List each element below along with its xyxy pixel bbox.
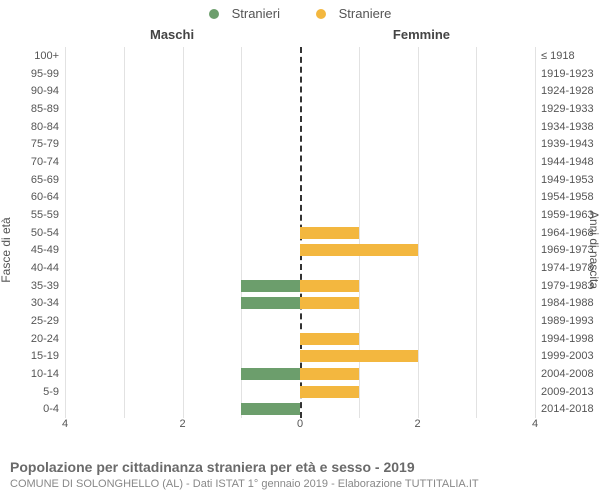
- y-tick-age: 30-34: [31, 297, 59, 309]
- chart-footer: Popolazione per cittadinanza straniera p…: [10, 459, 590, 490]
- female-swatch: [316, 9, 326, 19]
- y-tick-birth: 1934-1938: [541, 121, 594, 133]
- y-tick-birth: ≤ 1918: [541, 50, 575, 62]
- y-tick-birth: 1984-1988: [541, 297, 594, 309]
- gridline: [359, 47, 360, 418]
- y-tick-age: 25-29: [31, 315, 59, 327]
- y-tick-age: 100+: [34, 50, 59, 62]
- y-tick-age: 60-64: [31, 191, 59, 203]
- y-tick-age: 15-19: [31, 350, 59, 362]
- y-tick-birth: 1969-1973: [541, 244, 594, 256]
- y-tick-birth: 1929-1933: [541, 103, 594, 115]
- legend-item-male: Stranieri: [201, 6, 288, 21]
- male-swatch: [209, 9, 219, 19]
- y-tick-birth: 2009-2013: [541, 386, 594, 398]
- x-tick: 4: [62, 418, 68, 430]
- bar-male: [241, 368, 300, 380]
- y-tick-age: 50-54: [31, 227, 59, 239]
- legend-item-female: Straniere: [308, 6, 400, 21]
- y-tick-birth: 1924-1928: [541, 85, 594, 97]
- y-tick-age: 85-89: [31, 103, 59, 115]
- y-tick-birth: 1979-1983: [541, 280, 594, 292]
- gridline: [535, 47, 536, 418]
- x-axis: 4 2 0 2 4: [65, 418, 535, 434]
- y-tick-age: 75-79: [31, 138, 59, 150]
- y-axis-left: 100+ 95-99 90-94 85-89 80-84 75-79 70-74 65-69 6…: [0, 47, 65, 418]
- x-tick: 2: [179, 418, 185, 430]
- y-tick-birth: 1959-1963: [541, 209, 594, 221]
- y-tick-age: 10-14: [31, 368, 59, 380]
- side-title-female: Femmine: [393, 27, 450, 42]
- bar-male: [241, 403, 300, 415]
- bar-female: [300, 350, 418, 362]
- y-tick-age: 90-94: [31, 85, 59, 97]
- y-tick-birth: 1944-1948: [541, 156, 594, 168]
- y-tick-age: 20-24: [31, 333, 59, 345]
- y-tick-age: 65-69: [31, 174, 59, 186]
- bar-female: [300, 297, 359, 309]
- y-tick-age: 55-59: [31, 209, 59, 221]
- y-tick-age: 45-49: [31, 244, 59, 256]
- x-tick: 4: [532, 418, 538, 430]
- chart-subtitle: COMUNE DI SOLONGHELLO (AL) - Dati ISTAT …: [10, 478, 590, 490]
- bar-male: [241, 297, 300, 309]
- y-tick-birth: 1949-1953: [541, 174, 594, 186]
- y-tick-birth: 1989-1993: [541, 315, 594, 327]
- y-axis-right: ≤ 1918 1919-1923 1924-1928 1929-1933 1934-19…: [535, 47, 600, 418]
- x-tick: 0: [297, 418, 303, 430]
- y-tick-birth: 1939-1943: [541, 138, 594, 150]
- bar-female: [300, 280, 359, 292]
- population-pyramid-chart: Stranieri Straniere Maschi Femmine Fasce…: [0, 0, 600, 500]
- gridline: [183, 47, 184, 418]
- plot-area: [65, 47, 535, 418]
- y-tick-age: 95-99: [31, 68, 59, 80]
- y-tick-birth: 1974-1978: [541, 262, 594, 274]
- y-tick-birth: 1994-1998: [541, 333, 594, 345]
- bar-female: [300, 227, 359, 239]
- y-tick-birth: 1999-2003: [541, 350, 594, 362]
- gridline: [241, 47, 242, 418]
- y-tick-age: 0-4: [43, 403, 59, 415]
- y-tick-age: 80-84: [31, 121, 59, 133]
- x-tick: 2: [414, 418, 420, 430]
- gridline: [418, 47, 419, 418]
- side-title-male: Maschi: [150, 27, 194, 42]
- gridline: [476, 47, 477, 418]
- gridline: [124, 47, 125, 418]
- bar-male: [241, 280, 300, 292]
- y-tick-age: 40-44: [31, 262, 59, 274]
- y-tick-age: 5-9: [43, 386, 59, 398]
- bar-female: [300, 244, 418, 256]
- y-tick-birth: 2004-2008: [541, 368, 594, 380]
- legend-label-female: Straniere: [339, 6, 392, 21]
- chart-title: Popolazione per cittadinanza straniera p…: [10, 459, 590, 475]
- y-tick-birth: 1964-1968: [541, 227, 594, 239]
- legend: Stranieri Straniere: [0, 0, 600, 24]
- bar-female: [300, 386, 359, 398]
- y-tick-age: 35-39: [31, 280, 59, 292]
- y-tick-birth: 1919-1923: [541, 68, 594, 80]
- bar-female: [300, 368, 359, 380]
- gridline: [65, 47, 66, 418]
- y-tick-birth: 2014-2018: [541, 403, 594, 415]
- y-tick-birth: 1954-1958: [541, 191, 594, 203]
- y-tick-age: 70-74: [31, 156, 59, 168]
- bar-female: [300, 333, 359, 345]
- legend-label-male: Stranieri: [232, 6, 280, 21]
